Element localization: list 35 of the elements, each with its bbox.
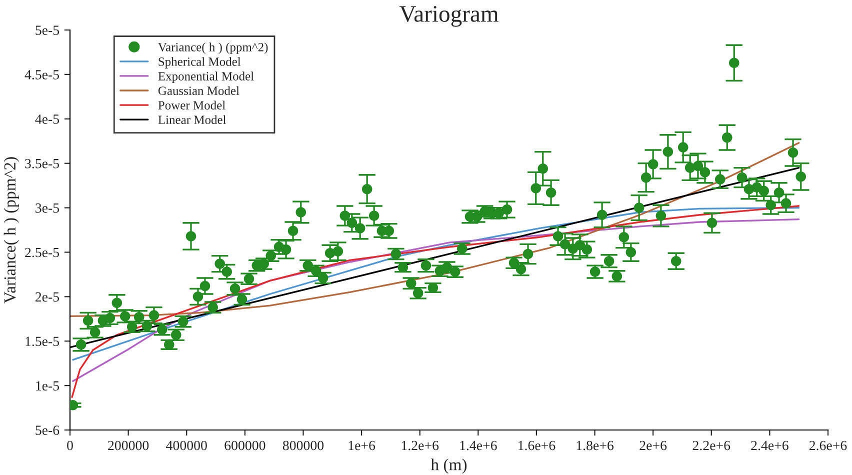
y-tick-label: 2.5e-5 bbox=[25, 248, 60, 258]
x-axis-title: h (m) bbox=[430, 458, 467, 474]
y-tick-label: 1.5e-5 bbox=[26, 336, 60, 346]
y-tick-label: 5e-5 bbox=[36, 26, 60, 35]
x-tick-label: 0 bbox=[67, 440, 73, 450]
legend-label: Gaussian Model bbox=[158, 86, 240, 95]
y-tick-label: 2e-5 bbox=[36, 292, 60, 302]
legend-label: Variance( h ) (ppm^2) bbox=[158, 42, 268, 54]
x-tick-label: 1.8e+6 bbox=[576, 440, 614, 450]
y-tick-label: 3e-5 bbox=[36, 203, 60, 213]
line-series bbox=[72, 218, 800, 382]
x-tick-label: 2.2e+6 bbox=[692, 440, 730, 450]
legend-label: Spherical Model bbox=[158, 57, 241, 68]
y-tick-label: 1e-5 bbox=[36, 381, 60, 391]
y-axis-title: Variance( h ) (ppm^2) bbox=[4, 157, 19, 304]
x-tick-label: 2.4e+6 bbox=[751, 440, 788, 450]
x-tick-label: 1.2e+6 bbox=[402, 440, 439, 450]
x-tick-label: 200000 bbox=[108, 440, 149, 450]
y-tick-label: 5e-6 bbox=[36, 426, 60, 435]
x-tick-label: 600000 bbox=[224, 440, 266, 450]
y-tick-label: 3.5e-5 bbox=[25, 158, 60, 168]
x-tick-label: 400000 bbox=[166, 440, 207, 450]
x-tick-label: 1e+6 bbox=[348, 440, 376, 450]
x-tick-label: 1.4e+6 bbox=[460, 440, 497, 450]
x-tick-label: 2e+6 bbox=[640, 440, 667, 450]
legend-label: Power Model bbox=[158, 100, 226, 110]
x-tick-label: 1.6e+6 bbox=[518, 440, 556, 450]
legend-label: Linear Model bbox=[158, 115, 226, 124]
legend-label: Exponential Model bbox=[158, 72, 254, 83]
y-tick-label: 4.5e-5 bbox=[24, 70, 60, 80]
x-tick-label: 800000 bbox=[282, 440, 324, 450]
x-tick-label: 2.6e+6 bbox=[809, 440, 847, 450]
chart-title: Variogram bbox=[399, 6, 498, 27]
line-series bbox=[71, 205, 800, 398]
y-tick-label: 4e-5 bbox=[35, 114, 60, 124]
